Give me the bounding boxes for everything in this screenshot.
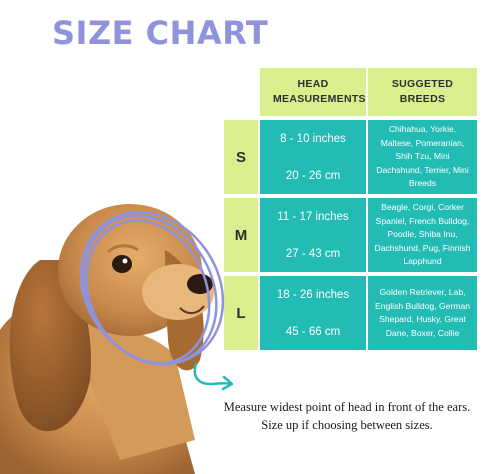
header-head-measurements-label: HEAD MEASUREMENTS [273,78,366,105]
size-letter: L [236,304,246,322]
dog-photo [0,204,225,474]
measuring-instructions: Measure widest point of head in front of… [212,398,482,434]
size-label-m: M [224,198,258,272]
measurement-cell-s: 8 - 10 inches 20 - 26 cm [260,120,366,194]
measurement-cm: 27 - 43 cm [285,248,341,260]
breeds-text: Beagle, Corgi, Corker Spaniel, French Bu… [374,202,471,267]
measurement-cell-m: 11 - 17 inches 27 - 43 cm [260,198,366,272]
measure-loop-icon [79,211,225,366]
breeds-cell-m: Beagle, Corgi, Corker Spaniel, French Bu… [368,198,477,272]
measurement-inches: 18 - 26 inches [276,289,350,301]
page-title: SIZE CHART [52,14,269,52]
curved-arrow-icon [193,362,234,391]
measurement-cell-l: 18 - 26 inches 45 - 66 cm [260,276,366,350]
size-label-s: S [224,120,258,194]
size-letter: S [235,148,246,166]
breeds-cell-s: Chihahua, Yorkie, Maltese, Pomeranian, S… [368,120,477,194]
header-suggested-breeds: SUGGETED BREEDS [368,68,477,116]
measurement-cm: 20 - 26 cm [285,170,341,182]
measurement-inches: 8 - 10 inches [280,133,346,145]
size-label-l: L [224,276,258,350]
header-suggested-breeds-label: SUGGETED BREEDS [391,78,454,105]
breeds-text: Chihahua, Yorkie, Maltese, Pomeranian, S… [376,124,469,189]
instruction-line-2: Size up if choosing between sizes. [261,418,433,432]
measurement-cm: 45 - 66 cm [285,326,341,338]
breeds-cell-l: Golden Retriever, Lab, English Bulldog, … [368,276,477,350]
breeds-text: Golden Retriever, Lab, English Bulldog, … [374,287,471,338]
header-head-measurements: HEAD MEASUREMENTS [260,68,366,116]
measurement-inches: 11 - 17 inches [277,211,349,223]
instruction-line-1: Measure widest point of head in front of… [223,400,471,414]
size-letter: M [234,226,248,244]
